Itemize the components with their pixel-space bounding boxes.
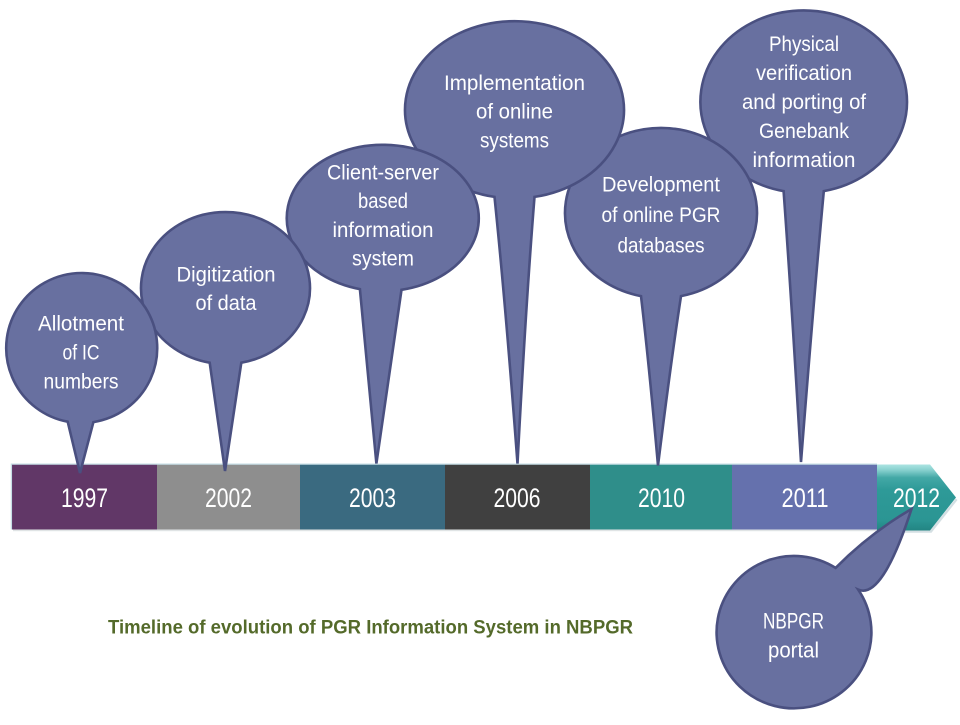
svg-text:information: information xyxy=(333,219,434,242)
svg-text:2010: 2010 xyxy=(638,483,685,513)
svg-text:of data: of data xyxy=(196,292,257,315)
svg-text:2011: 2011 xyxy=(782,483,829,513)
svg-text:2002: 2002 xyxy=(205,483,252,513)
svg-text:and porting of: and porting of xyxy=(742,91,866,114)
svg-text:portal: portal xyxy=(768,637,819,662)
svg-text:numbers: numbers xyxy=(44,371,119,394)
svg-text:Client-server: Client-server xyxy=(327,162,439,185)
svg-text:of online PGR: of online PGR xyxy=(602,204,721,227)
svg-text:information: information xyxy=(753,149,856,172)
svg-text:Genebank: Genebank xyxy=(759,120,849,143)
svg-text:databases: databases xyxy=(618,235,705,258)
svg-text:Physical: Physical xyxy=(769,33,839,56)
svg-text:Implementation: Implementation xyxy=(444,72,585,95)
svg-text:system: system xyxy=(352,248,414,271)
svg-text:Timeline of evolution of PGR I: Timeline of evolution of PGR Information… xyxy=(108,618,633,639)
svg-text:Allotment: Allotment xyxy=(38,313,124,336)
svg-text:verification: verification xyxy=(756,62,852,85)
svg-text:2003: 2003 xyxy=(349,483,396,513)
svg-text:based: based xyxy=(358,190,408,213)
svg-text:systems: systems xyxy=(480,130,549,153)
svg-text:of online: of online xyxy=(476,101,553,124)
svg-text:Development: Development xyxy=(602,174,720,197)
svg-text:2006: 2006 xyxy=(494,483,541,513)
svg-text:1997: 1997 xyxy=(61,483,108,513)
svg-text:NBPGR: NBPGR xyxy=(763,608,824,633)
svg-text:Digitization: Digitization xyxy=(177,264,276,287)
svg-text:of IC: of IC xyxy=(63,342,100,365)
svg-text:2012: 2012 xyxy=(893,483,940,513)
